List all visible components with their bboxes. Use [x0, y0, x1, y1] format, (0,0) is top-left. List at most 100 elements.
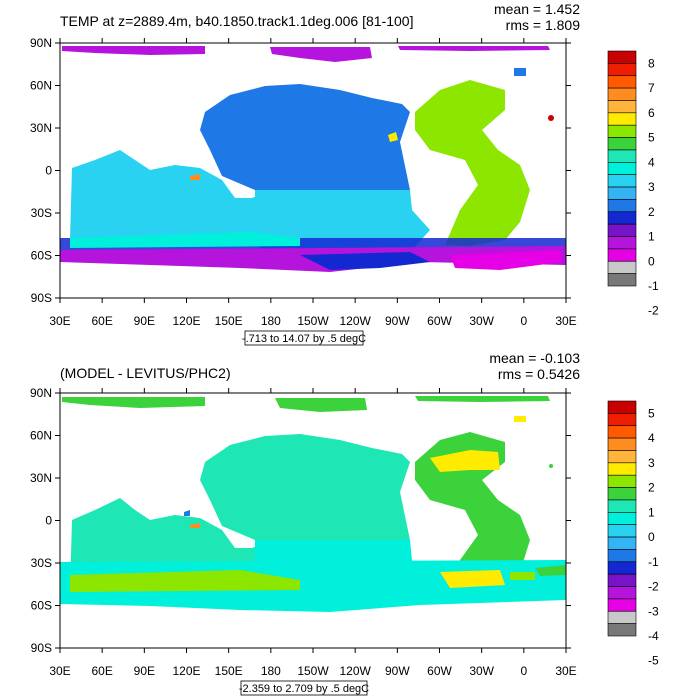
colorbar-label: 4	[648, 431, 655, 445]
colorbar-swatch	[607, 50, 637, 64]
colorbar-swatch	[607, 413, 637, 427]
info-box	[240, 680, 368, 696]
lon-tick-label: 150W	[297, 664, 329, 678]
colorbar-swatch	[607, 260, 637, 274]
colorbar-swatch	[607, 149, 637, 163]
rms-label: rms = 0.5426	[498, 366, 580, 382]
lat-tick-label: 90N	[30, 36, 52, 50]
lon-tick-label: 30W	[469, 314, 494, 328]
colorbar-label: 7	[648, 81, 655, 95]
colorbar-label: 2	[648, 205, 655, 219]
lat-tick-label: 30S	[31, 206, 52, 220]
lat-tick-label: 60N	[30, 429, 52, 443]
lat-tick-label: 60S	[31, 249, 52, 263]
colorbar-swatch	[607, 236, 637, 250]
lon-axis: 30E 60E 90E 120E 150E 180 150W 120W 90W 60W 30W 0 30…	[49, 388, 577, 678]
panel-title: TEMP at z=2889.4m, b40.1850.track1.1deg.…	[60, 13, 413, 29]
lat-tick-label: 90S	[31, 641, 52, 655]
lon-tick-label: 180	[261, 314, 281, 328]
lat-tick-label: 30S	[31, 556, 52, 570]
colorbar-swatch	[607, 100, 637, 114]
lon-tick-label: 90E	[134, 314, 155, 328]
colorbar-swatch	[607, 273, 637, 287]
colorbar-swatch	[607, 450, 637, 464]
colorbar-swatch	[607, 512, 637, 525]
colorbar-label: 1	[648, 230, 655, 244]
colorbar-swatch	[607, 462, 637, 476]
colorbar-swatch	[607, 137, 637, 151]
colorbar-label: -5	[648, 654, 659, 668]
colorbar-label: -1	[648, 279, 659, 293]
colorbar-label: -1	[648, 555, 659, 569]
lon-tick-label: 90E	[134, 664, 155, 678]
lon-tick-label: 120W	[339, 314, 371, 328]
colorbar: 5 4 3 2 1 0 -1 -2 -3 -4 -5	[607, 400, 659, 668]
mean-label: mean = 1.452	[494, 1, 580, 17]
lon-tick-label: 120E	[172, 314, 200, 328]
colorbar-swatch	[607, 174, 637, 188]
lon-tick-label: 150E	[215, 664, 243, 678]
colorbar-swatch	[607, 610, 637, 624]
colorbar-label: 5	[648, 406, 655, 420]
colorbar-swatch	[607, 586, 637, 600]
colorbar-swatch	[607, 124, 637, 138]
lon-tick-label: 0	[520, 664, 527, 678]
lon-tick-label: 150E	[215, 314, 243, 328]
mean-label: mean = -0.103	[489, 350, 580, 366]
lon-tick-label: 30E	[555, 664, 576, 678]
panel-difference: 90N 60N 30N 0 30S 60S 90S 30E 60E 90E 120E 150E 180…	[30, 350, 659, 696]
colorbar-swatch	[607, 223, 637, 237]
map-field-temperature	[60, 43, 566, 298]
colorbar-swatch	[607, 63, 637, 77]
lat-axis: 90N 60N 30N 0 30S 60S 90S	[30, 36, 571, 305]
lat-axis: 90N 60N 30N 0 30S 60S 90S	[30, 386, 571, 655]
colorbar-label: 3	[648, 456, 655, 470]
colorbar-label: 0	[648, 530, 655, 544]
colorbar-label: 5	[648, 131, 655, 145]
lon-tick-label: 90W	[385, 664, 410, 678]
info-label: -.713 to 14.07 by .5 degC	[242, 333, 366, 345]
map-field-difference	[60, 393, 566, 648]
colorbar-swatch	[607, 549, 637, 563]
lon-tick-label: 30E	[49, 664, 70, 678]
colorbar-swatch	[607, 598, 637, 612]
colorbar: 8 7 6 5 4 3 2 1 0 -1 -2	[607, 50, 659, 318]
lon-axis: 30E 60E 90E 120E 150E 180 150W 120W 90W 60W 30W 0 30…	[49, 38, 577, 328]
colorbar-swatch	[607, 248, 637, 262]
lat-tick-label: 30N	[30, 121, 52, 135]
colorbar-label: -2	[648, 304, 659, 318]
colorbar-label: -4	[648, 629, 659, 643]
colorbar-swatch	[607, 487, 637, 501]
colorbar-swatch	[607, 199, 637, 213]
colorbar-label: 3	[648, 180, 655, 194]
lon-tick-label: 60W	[427, 664, 452, 678]
colorbar-label: 0	[648, 254, 655, 268]
colorbar-swatch	[607, 561, 637, 575]
lat-tick-label: 90N	[30, 386, 52, 400]
colorbar-swatch	[607, 425, 637, 439]
colorbar-swatch	[607, 573, 637, 587]
lat-tick-label: 0	[45, 514, 52, 528]
info-label: -2.359 to 2.709 by .5 degC	[239, 683, 369, 695]
lat-tick-label: 0	[45, 164, 52, 178]
colorbar-swatch	[607, 87, 637, 101]
lon-tick-label: 180	[261, 664, 281, 678]
rms-label: rms = 1.809	[506, 17, 581, 33]
panel-title: (MODEL - LEVITUS/PHC2)	[60, 365, 231, 381]
lon-tick-label: 60W	[427, 314, 452, 328]
colorbar-swatch	[607, 474, 637, 488]
lat-tick-label: 60N	[30, 79, 52, 93]
colorbar-swatch	[607, 112, 637, 126]
colorbar-swatch	[607, 75, 637, 89]
lat-tick-label: 30N	[30, 471, 52, 485]
colorbar-swatch	[607, 186, 637, 200]
lon-tick-label: 30E	[49, 314, 70, 328]
colorbar-swatch	[607, 437, 637, 451]
colorbar-swatch	[607, 524, 637, 538]
colorbar-label: -2	[648, 580, 659, 594]
colorbar-swatch	[607, 211, 637, 225]
lon-tick-label: 90W	[385, 314, 410, 328]
lat-tick-label: 60S	[31, 599, 52, 613]
